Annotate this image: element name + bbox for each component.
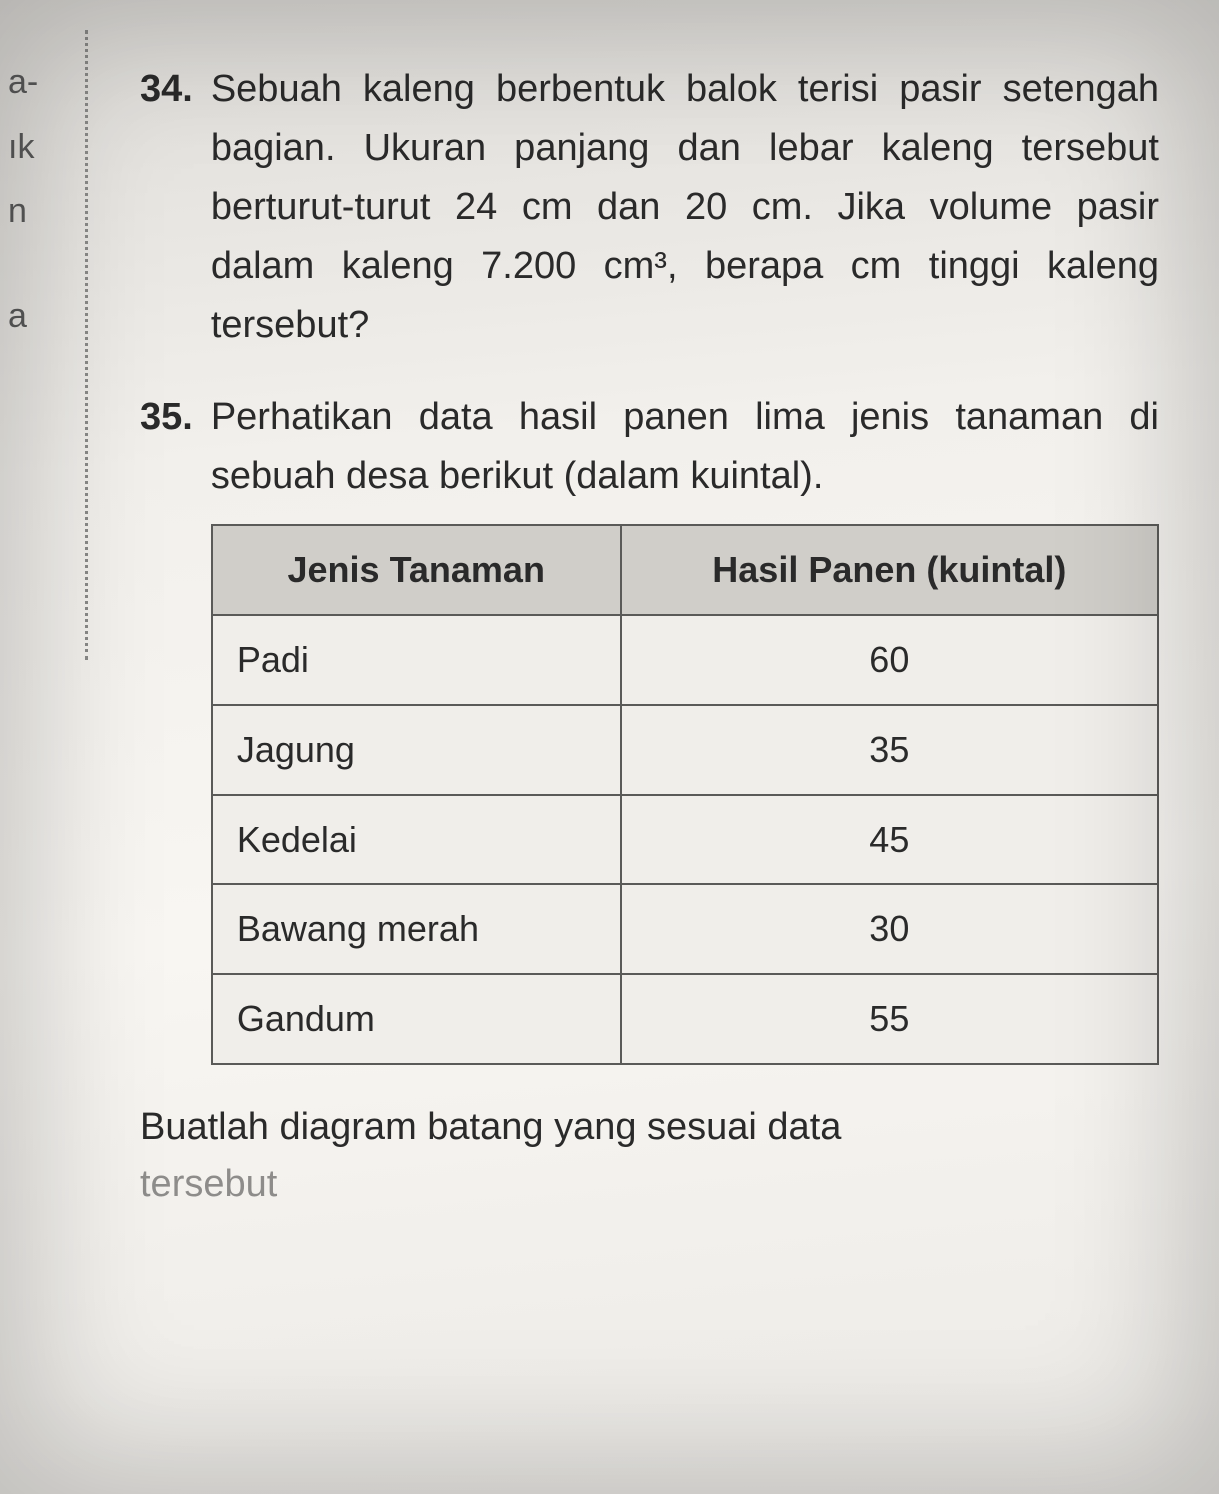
question-text: Sebuah kaleng berbentuk balok terisi pas…	[211, 60, 1159, 354]
question-intro: Perhatikan data hasil panen lima jenis t…	[211, 388, 1159, 1065]
page: a- ık n a 34. Sebuah kaleng berbentuk ba…	[0, 0, 1219, 1494]
content-area: 34. Sebuah kaleng berbentuk balok terisi…	[140, 40, 1159, 1065]
table-cell-value: 35	[621, 705, 1158, 795]
table-cell-crop: Gandum	[212, 974, 621, 1064]
question-35-footer: Buatlah diagram batang yang sesuai data …	[140, 1099, 1159, 1213]
question-number: 35.	[140, 388, 193, 1065]
footer-line-1: Buatlah diagram batang yang sesuai data	[140, 1106, 841, 1148]
margin-fragment: ık	[0, 115, 70, 180]
table-cell-crop: Jagung	[212, 705, 621, 795]
table-header-yield: Hasil Panen (kuintal)	[621, 525, 1158, 615]
table-row: Padi 60	[212, 615, 1158, 705]
table-header-row: Jenis Tanaman Hasil Panen (kuintal)	[212, 525, 1158, 615]
table-cell-crop: Kedelai	[212, 795, 621, 885]
footer-line-2-cut: tersebut	[140, 1163, 277, 1205]
margin-fragment: a-	[0, 50, 70, 115]
table-row: Kedelai 45	[212, 795, 1158, 885]
table-cell-value: 55	[621, 974, 1158, 1064]
dotted-divider	[85, 30, 88, 660]
table-cell-value: 45	[621, 795, 1158, 885]
table-header-crop: Jenis Tanaman	[212, 525, 621, 615]
question-number: 34.	[140, 60, 193, 354]
table-row: Bawang merah 30	[212, 884, 1158, 974]
margin-fragment: a	[0, 284, 70, 349]
question-34: 34. Sebuah kaleng berbentuk balok terisi…	[140, 60, 1159, 354]
harvest-table: Jenis Tanaman Hasil Panen (kuintal) Padi…	[211, 524, 1159, 1065]
table-cell-crop: Bawang merah	[212, 884, 621, 974]
question-intro-text: Perhatikan data hasil panen lima jenis t…	[211, 396, 1159, 497]
table-row: Jagung 35	[212, 705, 1158, 795]
question-35: 35. Perhatikan data hasil panen lima jen…	[140, 388, 1159, 1065]
table-row: Gandum 55	[212, 974, 1158, 1064]
margin-fragment: n	[0, 179, 70, 244]
table-cell-value: 60	[621, 615, 1158, 705]
table-cell-value: 30	[621, 884, 1158, 974]
left-margin-fragments: a- ık n a	[0, 50, 70, 348]
table-cell-crop: Padi	[212, 615, 621, 705]
harvest-table-wrap: Jenis Tanaman Hasil Panen (kuintal) Padi…	[211, 524, 1159, 1065]
